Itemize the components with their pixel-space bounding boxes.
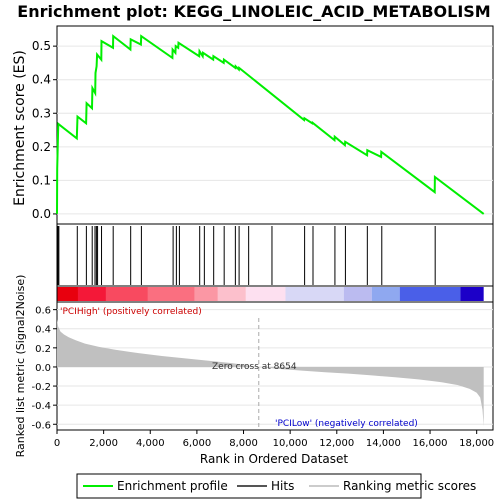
metric-y-tick-label: 0.4 <box>35 325 51 336</box>
metric-y-axis-label: Ranked list metric (Signal2Noise) <box>14 275 27 458</box>
heatbar-segment <box>77 287 106 301</box>
metric-gridlines <box>57 309 493 425</box>
heatbar-segment <box>399 287 461 301</box>
heatbar-segment <box>285 287 344 301</box>
x-tick-label: 18,000 <box>459 438 494 449</box>
x-tick-label: 2,000 <box>89 438 118 449</box>
x-tick-label: 16,000 <box>413 438 448 449</box>
heatbar-segment <box>105 287 148 301</box>
heatbar-segment <box>245 287 286 301</box>
es-y-tick-label: 0.4 <box>32 73 51 87</box>
ranking-heatbar <box>57 287 484 301</box>
es-y-tick-label: 0.0 <box>32 207 51 221</box>
es-y-tick-label: 0.3 <box>32 106 51 120</box>
zero-cross-label: Zero cross at 8654 <box>212 362 297 372</box>
x-tick-label: 6,000 <box>183 438 212 449</box>
heatbar-segment <box>371 287 400 301</box>
ranking-metric-area <box>57 319 484 427</box>
hit-markers <box>57 226 436 285</box>
enrichment-profile-line <box>56 34 485 215</box>
es-y-tick-label: 0.5 <box>32 39 51 53</box>
x-tick-label: 0 <box>54 438 60 449</box>
heatbar-segment <box>147 287 195 301</box>
es-y-tick-label: 0.1 <box>32 173 51 187</box>
x-tick-label: 10,000 <box>273 438 308 449</box>
heatbar-segment <box>343 287 372 301</box>
heatbar-segment <box>217 287 246 301</box>
x-axis-label: Rank in Ordered Dataset <box>200 452 348 466</box>
x-tick-label: 14,000 <box>366 438 401 449</box>
metric-y-tick-label: 0.0 <box>35 363 51 374</box>
heatbar-segment <box>194 287 218 301</box>
legend: Enrichment profile Hits Ranking metric s… <box>76 473 476 499</box>
metric-y-ticks: 0.6 0.4 0.2 0.0 -0.2 -0.4 -0.6 <box>31 306 57 431</box>
es-y-tick-label: 0.2 <box>32 140 51 154</box>
metric-y-tick-label: -0.4 <box>31 401 51 412</box>
metric-y-tick-label: 0.6 <box>35 306 51 317</box>
x-axis-ticks: 0 2,000 4,000 6,000 8,000 10,000 12,000 14,000 1… <box>54 430 494 449</box>
es-panel <box>56 25 494 225</box>
x-tick-label: 8,000 <box>229 438 258 449</box>
hits-panel <box>56 223 494 287</box>
metric-y-tick-label: -0.6 <box>31 420 51 431</box>
positive-correlation-label: 'PCIHigh' (positively correlated) <box>60 307 202 317</box>
metric-y-tick-label: -0.2 <box>31 382 51 393</box>
legend-enrichment-label: Enrichment profile <box>117 479 228 493</box>
chart-title: Enrichment plot: KEGG_LINOLEIC_ACID_META… <box>17 2 490 21</box>
legend-hits-label: Hits <box>271 479 294 493</box>
metric-y-tick-label: 0.2 <box>35 344 51 355</box>
heatbar-segment <box>460 287 484 301</box>
heatbar-segment <box>57 287 78 301</box>
x-tick-label: 4,000 <box>136 438 165 449</box>
x-tick-label: 12,000 <box>319 438 354 449</box>
es-y-ticks: 0.0 0.1 0.2 0.3 0.4 0.5 <box>32 39 57 221</box>
negative-correlation-label: 'PCILow' (negatively correlated) <box>275 419 418 429</box>
legend-metric-label: Ranking metric scores <box>343 479 476 493</box>
es-y-axis-label: Enrichment score (ES) <box>12 50 28 206</box>
